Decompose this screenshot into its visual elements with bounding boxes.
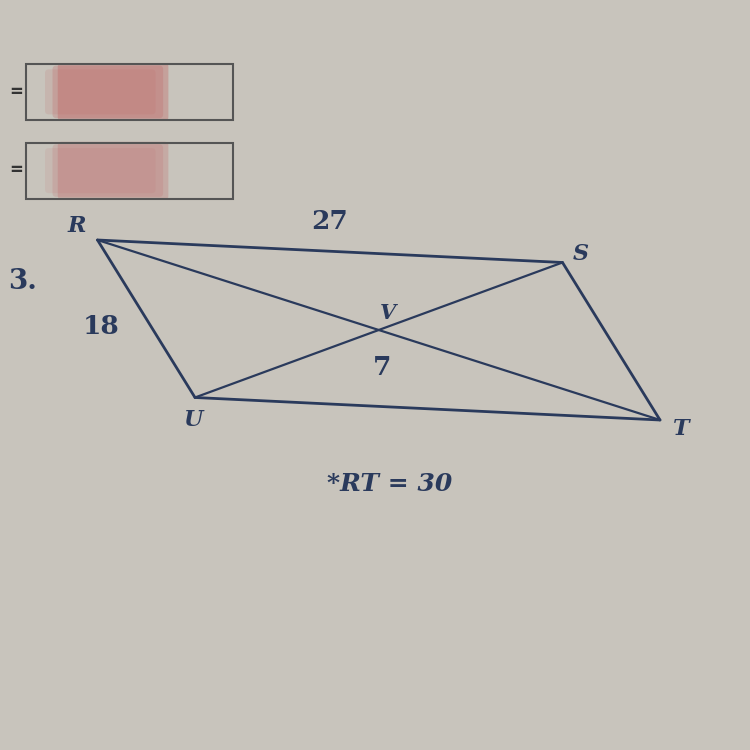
FancyBboxPatch shape (45, 70, 156, 115)
FancyBboxPatch shape (45, 148, 156, 194)
Text: S: S (573, 242, 590, 265)
Text: =: = (10, 82, 23, 100)
FancyBboxPatch shape (53, 66, 164, 118)
Text: 27: 27 (312, 209, 348, 234)
Text: 3.: 3. (8, 268, 37, 295)
Text: 18: 18 (82, 314, 120, 339)
Text: R: R (68, 215, 86, 238)
Text: =: = (10, 161, 23, 179)
FancyBboxPatch shape (58, 142, 169, 200)
FancyBboxPatch shape (58, 63, 169, 121)
Text: *RT = 30: *RT = 30 (327, 472, 452, 496)
Text: V: V (380, 304, 396, 323)
FancyBboxPatch shape (53, 145, 164, 197)
Text: 7: 7 (374, 355, 392, 380)
Text: U: U (183, 409, 203, 431)
Text: T: T (673, 418, 689, 440)
